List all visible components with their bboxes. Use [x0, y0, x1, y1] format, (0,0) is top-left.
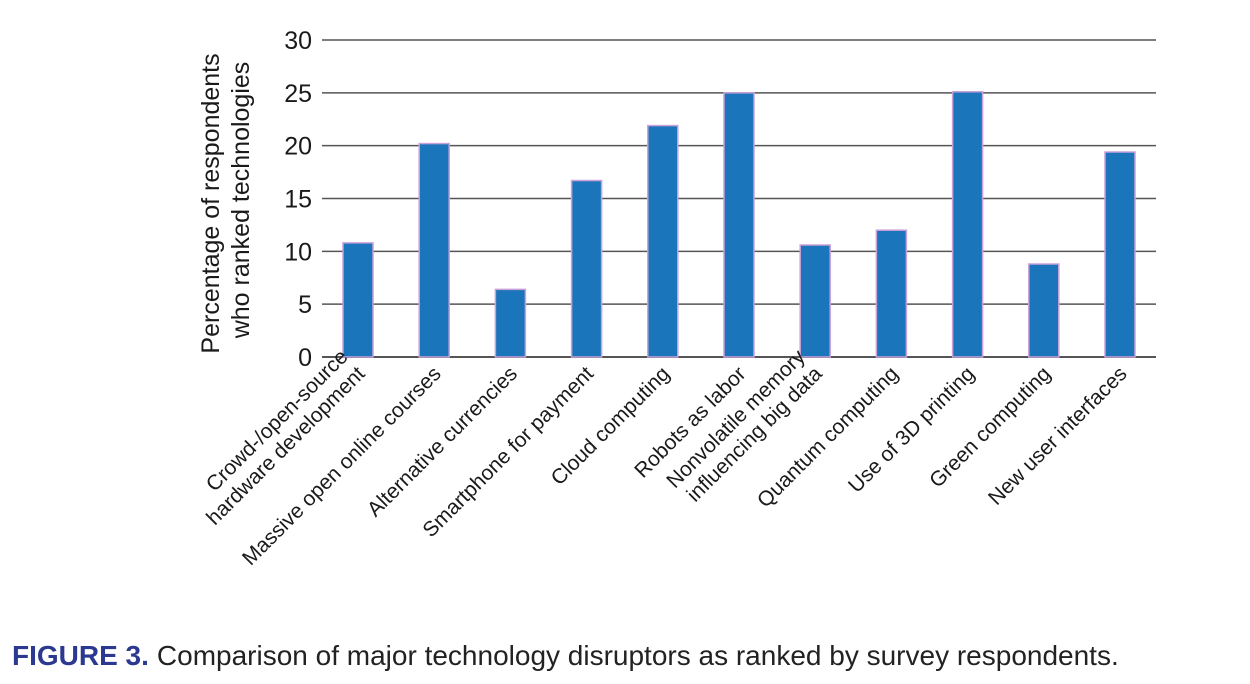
x-category-label: New user interfaces [984, 362, 1131, 509]
x-category-label-line: Alternative currencies [363, 362, 522, 521]
x-category-label-line: Use of 3D printing [844, 362, 979, 497]
bar [799, 244, 831, 358]
x-category-label: Alternative currencies [363, 362, 522, 521]
y-tick-label: 30 [284, 27, 312, 55]
figure-caption-label: FIGURE 3. [12, 640, 149, 671]
y-tick-label: 10 [284, 238, 312, 266]
x-category-label: Use of 3D printing [844, 362, 979, 497]
bar [342, 242, 374, 358]
y-tick-label: 25 [284, 80, 312, 108]
figure-caption-text: Comparison of major technology disruptor… [156, 640, 1119, 671]
bars [342, 91, 1136, 358]
x-category-labels: Crowd-/open-sourcehardware developmentMa… [185, 345, 1132, 570]
bar [418, 142, 450, 358]
bar [494, 288, 527, 358]
x-category-label-line: New user interfaces [984, 362, 1131, 509]
bar [570, 179, 603, 358]
x-category-label: Crowd-/open-sourcehardware development [185, 345, 369, 529]
y-tick-label: 5 [298, 291, 312, 319]
y-tick-label: 0 [298, 344, 312, 372]
y-tick-label: 15 [284, 186, 312, 214]
y-axis-title-line-1: Percentage of respondents [197, 53, 225, 353]
bar [951, 91, 984, 358]
y-tick-label: 20 [284, 133, 312, 161]
bar [875, 229, 908, 358]
bar [647, 124, 679, 358]
bar [1028, 263, 1060, 358]
figure-caption: FIGURE 3. Comparison of major technology … [12, 640, 1119, 672]
bar-chart: 0 5 10 15 20 25 30 Crowd-/open-sourcehardware … [185, 27, 1156, 570]
bar [1104, 151, 1136, 358]
y-tick-labels: 0 5 10 15 20 25 30 [284, 27, 312, 372]
bar [723, 92, 755, 358]
y-axis-title: Percentage of respondents who ranked tec… [197, 46, 255, 353]
y-axis-title-line-2: who ranked technologies [227, 62, 255, 340]
